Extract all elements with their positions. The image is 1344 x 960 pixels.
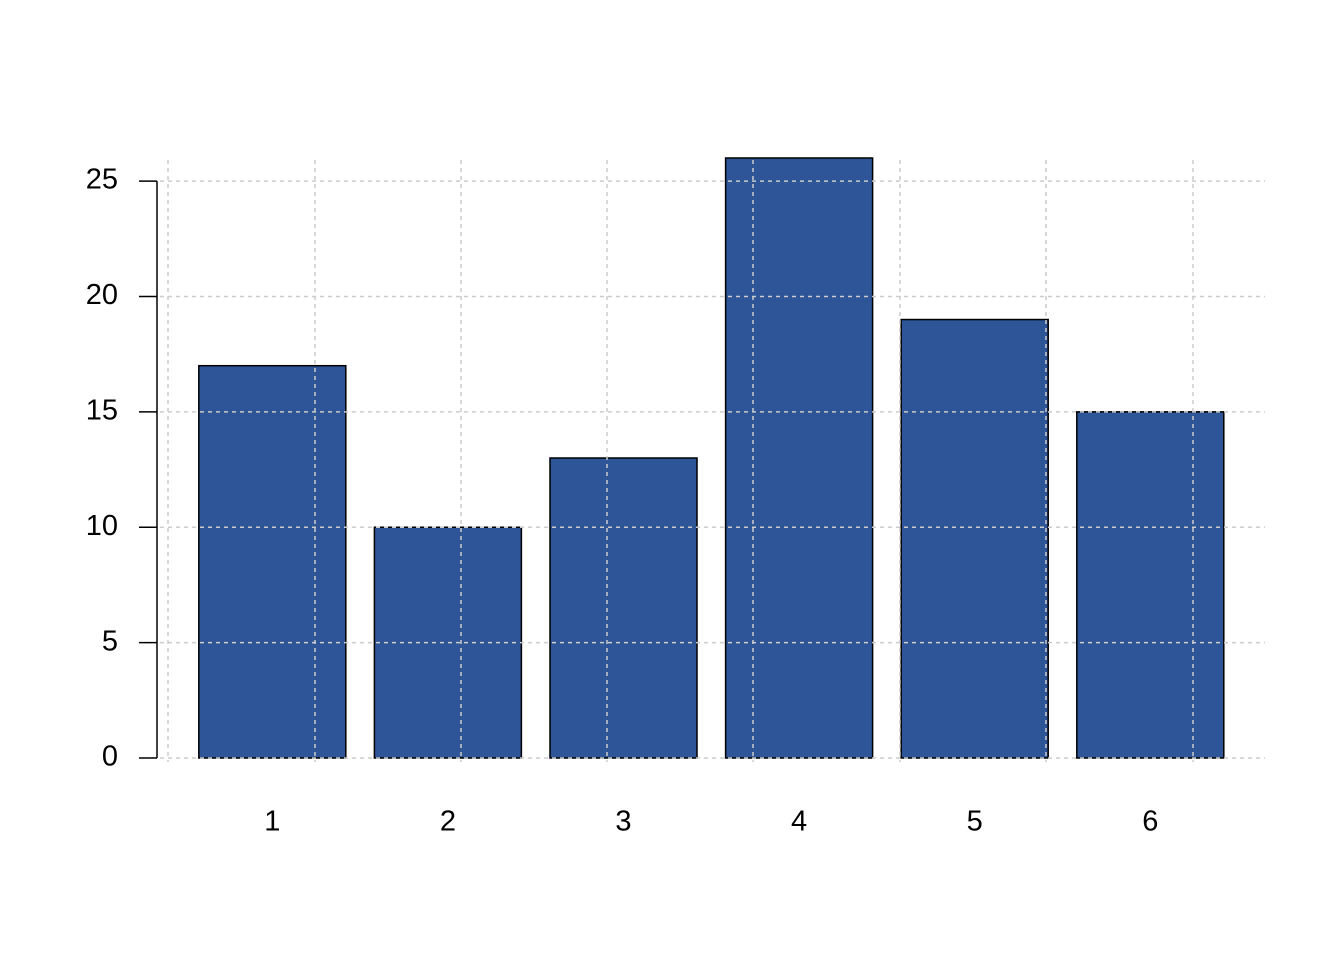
y-axis: 1 2 3 4 5 6 0 5 10 15 20 25 bbox=[86, 164, 1159, 838]
bar bbox=[549, 457, 698, 759]
bars bbox=[198, 157, 1225, 759]
bar bbox=[724, 157, 874, 759]
x-tick-label: 3 bbox=[615, 806, 631, 838]
bar bbox=[198, 364, 347, 759]
x-tick-label: 6 bbox=[1142, 806, 1158, 838]
y-tick-label: 5 bbox=[102, 625, 118, 657]
y-tick-label: 25 bbox=[86, 164, 118, 196]
bar bbox=[1076, 411, 1225, 759]
y-tick-label: 15 bbox=[86, 395, 118, 427]
y-tick-label: 20 bbox=[86, 279, 118, 311]
y-tick-label: 10 bbox=[86, 510, 118, 542]
y-tick-label: 0 bbox=[102, 741, 118, 773]
x-tick-label: 4 bbox=[791, 806, 807, 838]
x-tick-label: 1 bbox=[264, 806, 280, 838]
x-tick-label: 2 bbox=[440, 806, 456, 838]
x-tick-label: 5 bbox=[967, 806, 983, 838]
bar bbox=[900, 318, 1049, 759]
